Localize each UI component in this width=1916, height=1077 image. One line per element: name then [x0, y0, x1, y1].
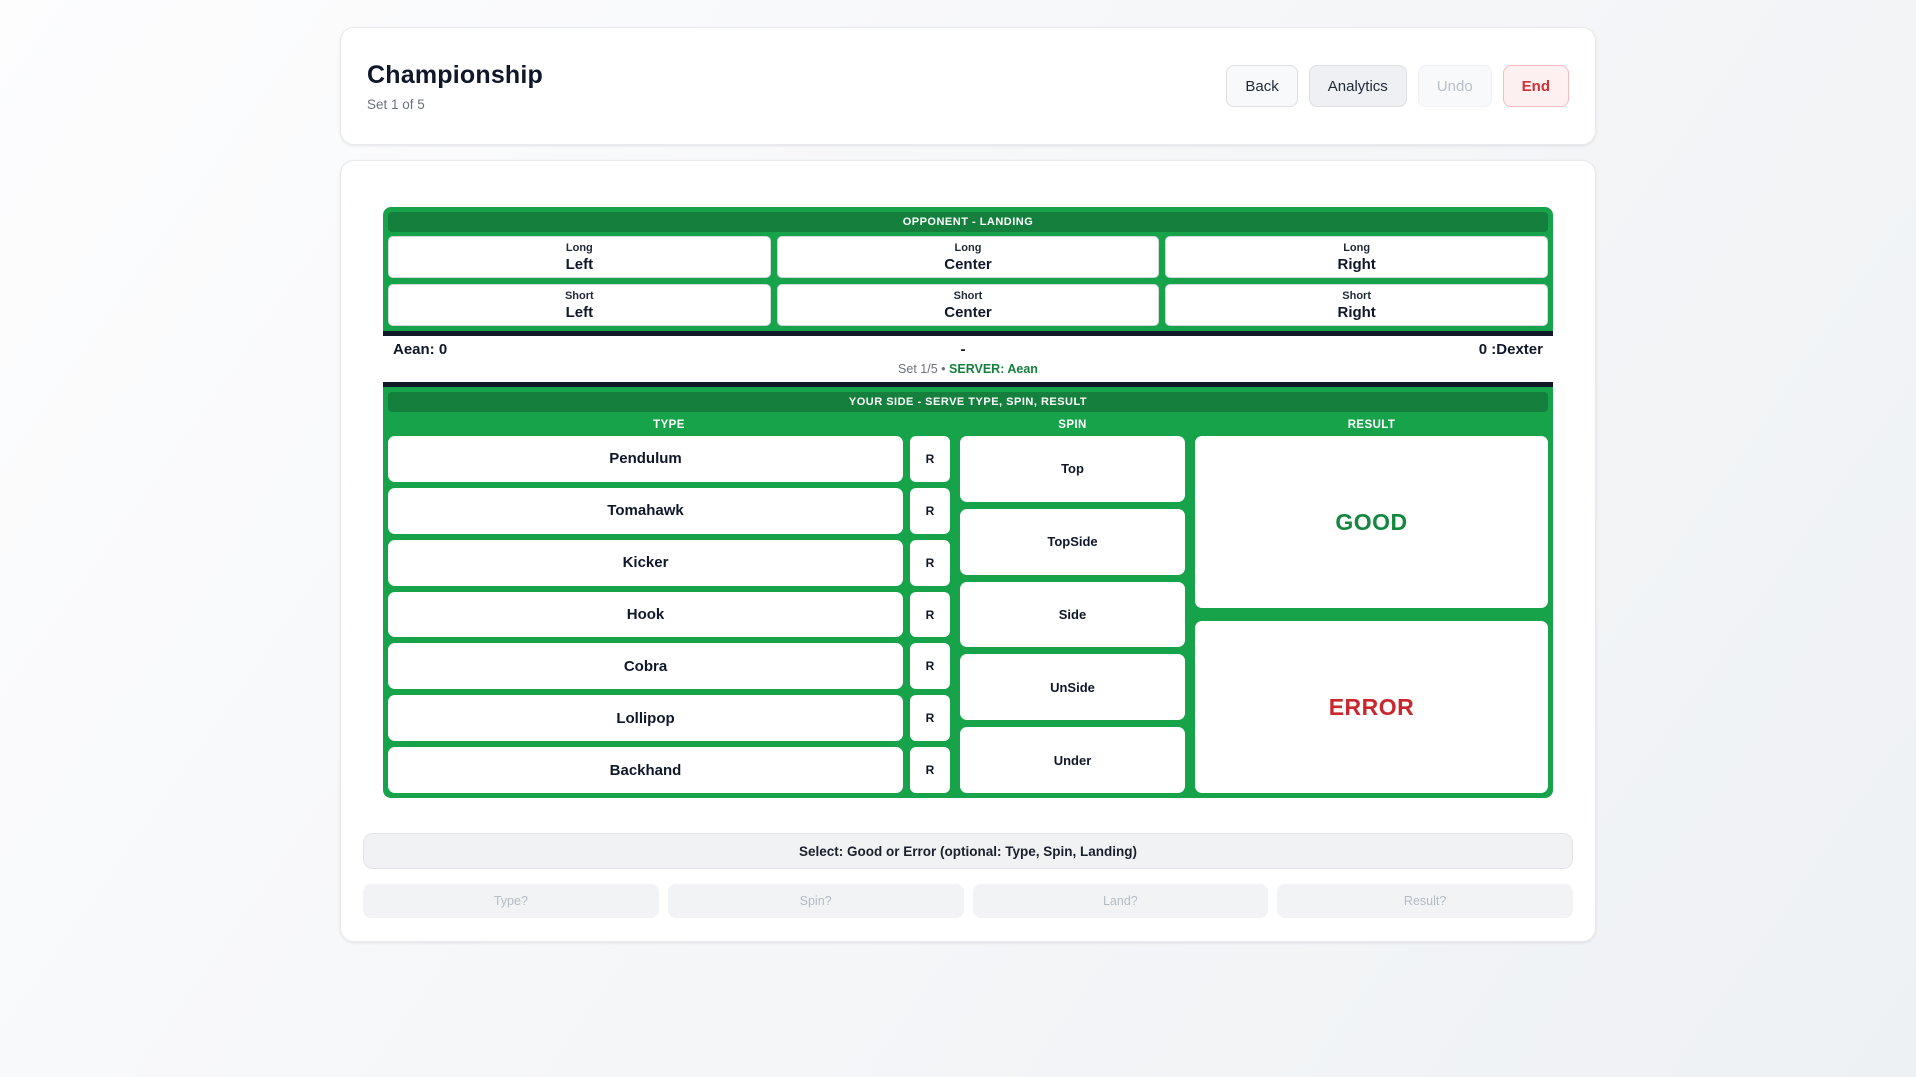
landing-cell-long-right[interactable]: Long Right [1165, 236, 1548, 278]
landing-depth-label: Short [564, 289, 594, 302]
landing-depth-label: Long [565, 241, 593, 254]
type-option-kicker[interactable]: Kicker [388, 539, 903, 586]
column-headers: TYPE SPIN RESULT [388, 419, 1548, 431]
score-subline: Set 1/5 • SERVER: Aean [393, 362, 1543, 376]
type-row: Kicker R [388, 539, 950, 586]
spin-option-topside[interactable]: TopSide [960, 508, 1185, 575]
type-option-lollipop[interactable]: Lollipop [388, 695, 903, 742]
landing-cell-short-center[interactable]: Short Center [776, 284, 1160, 326]
landing-side-label: Left [565, 255, 594, 273]
spin-column-header: SPIN [1058, 419, 1087, 431]
landing-depth-label: Short [1342, 289, 1372, 302]
type-reverse-button-tomahawk[interactable]: R [910, 487, 950, 534]
serve-board: OPPONENT - LANDING Long Left Long Center… [383, 207, 1553, 798]
landing-cell-long-center[interactable]: Long Center [776, 236, 1160, 278]
back-button[interactable]: Back [1226, 65, 1298, 107]
spin-option-side[interactable]: Side [960, 581, 1185, 648]
type-reverse-button-pendulum[interactable]: R [910, 436, 950, 482]
set-indicator: Set 1/5 [898, 362, 938, 376]
type-row: Lollipop R [388, 695, 950, 742]
type-reverse-button-cobra[interactable]: R [910, 643, 950, 690]
result-column-header: RESULT [1347, 419, 1396, 431]
result-error-button[interactable]: ERROR [1195, 621, 1548, 793]
type-row: Backhand R [388, 747, 950, 794]
land-pending-chip: Land? [972, 884, 1269, 918]
score-player-left: Aean: 0 [393, 341, 448, 358]
set-subtitle: Set 1 of 5 [367, 96, 425, 112]
spin-option-unside[interactable]: UnSide [960, 654, 1185, 721]
score-bar: Aean: 0 - 0 :Dexter Set 1/5 • SERVER: Ae… [383, 331, 1553, 387]
undo-button[interactable]: Undo [1417, 65, 1492, 107]
page-title: Championship [367, 60, 544, 89]
type-reverse-button-kicker[interactable]: R [910, 539, 950, 586]
landing-cell-long-left[interactable]: Long Left [388, 236, 771, 278]
match-header-card: Championship Set 1 of 5 Back Analytics U… [340, 27, 1596, 145]
spin-column: Top TopSide Side UnSide Under [960, 436, 1185, 793]
bullet-separator: • [941, 362, 946, 376]
landing-side-label: Right [1337, 303, 1376, 321]
result-good-button[interactable]: GOOD [1195, 436, 1548, 608]
score-player-right: 0 :Dexter [1478, 341, 1543, 358]
header-actions: Back Analytics Undo End [1226, 65, 1569, 107]
type-row: Hook R [388, 591, 950, 638]
spin-option-under[interactable]: Under [960, 727, 1185, 793]
landing-depth-label: Long [1343, 241, 1371, 254]
type-pending-chip: Type? [363, 884, 659, 918]
landing-side-label: Center [944, 303, 992, 321]
result-pending-chip: Result? [1277, 884, 1573, 918]
type-reverse-button-backhand[interactable]: R [910, 747, 950, 794]
match-title-block: Championship Set 1 of 5 [367, 61, 543, 112]
score-separator: - [960, 341, 966, 358]
selection-progress-row: Type? Spin? Land? Result? [363, 884, 1573, 918]
your-side-title: YOUR SIDE - SERVE TYPE, SPIN, RESULT [388, 392, 1548, 412]
type-option-backhand[interactable]: Backhand [388, 747, 903, 794]
type-row: Pendulum R [388, 436, 950, 482]
landing-depth-label: Long [954, 241, 982, 254]
your-side-panel: YOUR SIDE - SERVE TYPE, SPIN, RESULT TYP… [383, 387, 1553, 798]
analytics-button[interactable]: Analytics [1308, 65, 1407, 107]
score-row: Aean: 0 - 0 :Dexter [393, 340, 1543, 360]
type-row: Tomahawk R [388, 487, 950, 534]
type-column-header: TYPE [653, 419, 685, 431]
spin-pending-chip: Spin? [667, 884, 964, 918]
type-reverse-button-lollipop[interactable]: R [910, 695, 950, 742]
end-button[interactable]: End [1502, 65, 1569, 107]
opponent-landing-panel: OPPONENT - LANDING Long Left Long Center… [383, 207, 1553, 331]
opponent-landing-title: OPPONENT - LANDING [388, 212, 1548, 232]
spin-option-top[interactable]: Top [960, 436, 1185, 502]
landing-grid: Long Left Long Center Long Right Short L… [388, 236, 1548, 326]
landing-side-label: Center [944, 255, 992, 273]
result-column: GOOD ERROR [1195, 436, 1548, 793]
landing-side-label: Left [565, 303, 594, 321]
type-column: Pendulum R Tomahawk R Kicker R Hook R [388, 436, 950, 794]
server-indicator: SERVER: Aean [949, 362, 1038, 376]
landing-cell-short-right[interactable]: Short Right [1165, 284, 1548, 326]
selection-hint-bar: Select: Good or Error (optional: Type, S… [363, 833, 1573, 869]
serve-tracker-card: OPPONENT - LANDING Long Left Long Center… [340, 160, 1596, 942]
type-reverse-button-hook[interactable]: R [910, 591, 950, 638]
landing-depth-label: Short [953, 289, 983, 302]
landing-cell-short-left[interactable]: Short Left [388, 284, 771, 326]
landing-side-label: Right [1337, 255, 1376, 273]
serve-body: Pendulum R Tomahawk R Kicker R Hook R [388, 436, 1548, 794]
type-option-hook[interactable]: Hook [388, 591, 903, 638]
type-option-pendulum[interactable]: Pendulum [388, 436, 903, 482]
type-option-tomahawk[interactable]: Tomahawk [388, 487, 903, 534]
type-option-cobra[interactable]: Cobra [388, 643, 903, 690]
type-row: Cobra R [388, 643, 950, 690]
